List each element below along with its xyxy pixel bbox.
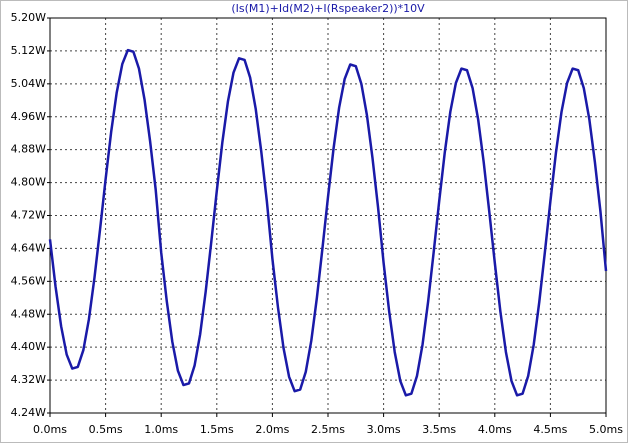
- y-tick-label: 5.20W: [11, 11, 46, 24]
- y-tick-label: 4.56W: [11, 274, 46, 287]
- x-tick-label: 1.5ms: [200, 423, 234, 436]
- x-tick-label: 3.5ms: [422, 423, 456, 436]
- x-tick-label: 0.5ms: [89, 423, 123, 436]
- y-tick-label: 4.88W: [11, 143, 46, 156]
- plot-frame: [49, 17, 607, 414]
- y-tick-label: 5.12W: [11, 44, 46, 57]
- y-tick-label: 5.04W: [11, 77, 46, 90]
- x-tick-label: 3.0ms: [367, 423, 401, 436]
- line: [48, 48, 608, 397]
- y-tick-label: 4.40W: [11, 340, 46, 353]
- y-tick-label: 4.72W: [11, 209, 46, 222]
- y-tick-label: 4.80W: [11, 176, 46, 189]
- y-tick-label: 4.32W: [11, 373, 46, 386]
- y-tick-label: 4.64W: [11, 241, 46, 254]
- x-tick-label: 5.0ms: [589, 423, 623, 436]
- y-tick-label: 4.96W: [11, 110, 46, 123]
- x-tick-label: 0.0ms: [33, 423, 67, 436]
- y-tick-label: 4.24W: [11, 406, 46, 419]
- x-tick-label: 4.0ms: [478, 423, 512, 436]
- x-tick-label: 2.5ms: [311, 423, 345, 436]
- x-tick-label: 2.0ms: [255, 423, 289, 436]
- x-tick-label: 1.0ms: [144, 423, 178, 436]
- y-tick-label: 4.48W: [11, 307, 46, 320]
- chart-title: (Is(M1)+Id(M2)+I(Rspeaker2))*10V: [231, 2, 425, 15]
- x-tick-label: 4.5ms: [533, 423, 567, 436]
